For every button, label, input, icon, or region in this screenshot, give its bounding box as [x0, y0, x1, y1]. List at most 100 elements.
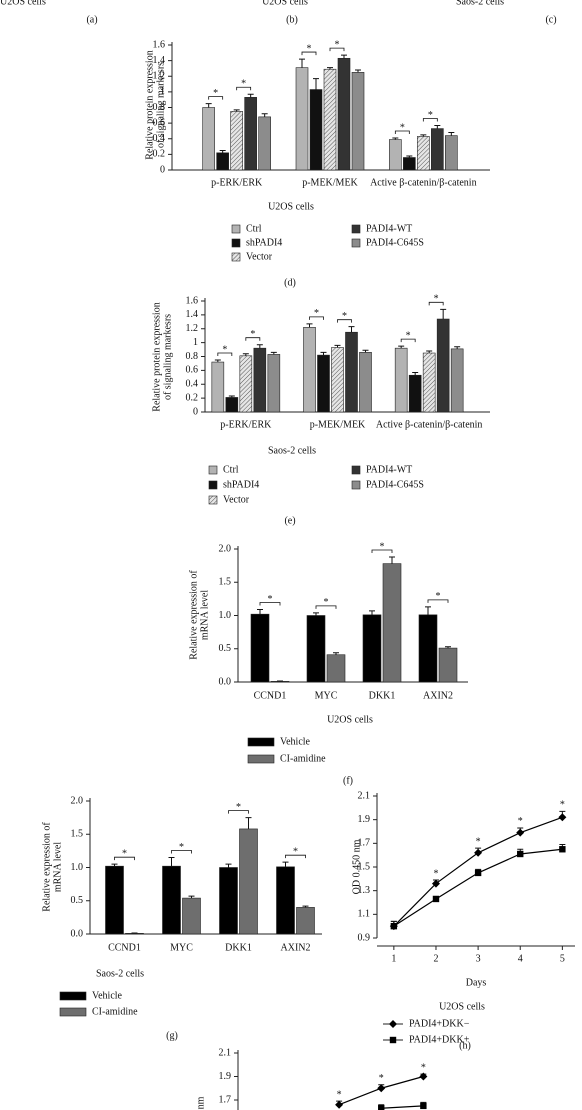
- bar: [445, 135, 458, 171]
- significance-label: *: [434, 294, 439, 305]
- significance-bracket: [228, 810, 249, 814]
- error-bar: [320, 351, 327, 356]
- legend-swatch: [208, 480, 218, 490]
- significance-bracket: [428, 301, 444, 306]
- significance-label: *: [241, 79, 246, 90]
- significance-label: *: [324, 597, 329, 608]
- y-tick-label: 0.2: [153, 149, 166, 160]
- significance-label: *: [421, 1062, 426, 1073]
- x-tick-label: 5: [560, 953, 565, 964]
- legend-swatch: [208, 495, 218, 505]
- error-bar: [111, 863, 118, 867]
- error-bar: [348, 326, 355, 333]
- point: [559, 846, 566, 853]
- bar: [216, 152, 229, 171]
- subtitle: U2OS cells: [439, 1001, 485, 1012]
- bar: [394, 347, 408, 413]
- x-tick-label: AXIN2: [281, 942, 311, 953]
- y-tick-label: 2.1: [219, 1047, 232, 1058]
- point: [558, 813, 567, 822]
- point: [432, 895, 440, 903]
- significance-label: *: [250, 329, 255, 340]
- subtitle: Saos-2 cells: [96, 968, 144, 979]
- point: [517, 850, 524, 858]
- legend-label: PADI4-C645S: [366, 479, 424, 490]
- y-tick-label: 0.5: [219, 643, 232, 654]
- error-bar: [188, 895, 195, 899]
- x-tick-label: p-ERK/ERK: [211, 177, 263, 188]
- bar: [431, 128, 444, 171]
- bar: [408, 374, 422, 413]
- legend-label: PADI4+DKK+: [409, 1034, 470, 1045]
- significance-label: *: [400, 122, 405, 133]
- legend-marker: [389, 1036, 397, 1044]
- significance-label: *: [380, 541, 385, 552]
- legend-label: PADI4-C645S: [366, 237, 424, 248]
- y-tick-label: 1.7: [219, 1094, 232, 1105]
- y-tick-label: 1.9: [219, 1071, 232, 1082]
- y-tick-label: 1.5: [358, 861, 371, 872]
- significance-bracket: [394, 130, 410, 134]
- error-bar: [242, 353, 249, 356]
- significance-bracket: [285, 854, 306, 859]
- point: [390, 922, 398, 930]
- bar: [219, 867, 238, 935]
- legend-label: Vehicle: [92, 990, 123, 1001]
- error-bar: [219, 149, 226, 153]
- error-bar: [369, 610, 375, 615]
- x-tick-label: MYC: [315, 690, 338, 701]
- bar: [211, 361, 225, 413]
- y-tick-label: 1.2: [186, 323, 199, 334]
- significance-bracket: [217, 352, 233, 356]
- bar: [359, 352, 372, 413]
- x-tick-label: Active β-catenin/β-catenin: [376, 419, 483, 430]
- legend-label: PADI4-WT: [366, 464, 412, 475]
- significance-bracket: [329, 47, 345, 52]
- error-bar: [420, 134, 427, 137]
- significance-bracket: [259, 602, 281, 606]
- significance-label: *: [293, 846, 298, 857]
- y-tick-label: 0.6: [153, 117, 166, 128]
- y-tick-label: 0.0: [71, 928, 84, 939]
- x-axis-label: Days: [466, 977, 487, 988]
- x-tick-label: p-ERK/ERK: [220, 419, 272, 430]
- bar: [389, 139, 402, 171]
- bar: [382, 563, 402, 683]
- error-bar: [389, 556, 395, 564]
- caption: (g): [166, 1030, 178, 1041]
- x-tick-label: DKK1: [225, 942, 252, 953]
- legend-swatch: [208, 465, 218, 475]
- significance-label: *: [436, 591, 441, 602]
- significance-label: *: [428, 110, 433, 121]
- bar: [417, 136, 430, 171]
- error-bar: [299, 58, 305, 68]
- bar: [202, 107, 215, 171]
- significance-label: *: [222, 344, 227, 355]
- x-tick-label: DKK1: [369, 690, 396, 701]
- caption: (d): [284, 277, 296, 288]
- y-tick-label: 1.0: [219, 610, 232, 621]
- y-axis-label: OD 0.450 nm: [195, 1096, 206, 1110]
- bar: [105, 865, 124, 935]
- error-bar: [225, 863, 232, 868]
- panel-label: U2OS cells: [0, 0, 46, 7]
- error-bar: [341, 54, 347, 59]
- bar: [422, 352, 436, 413]
- bar: [239, 828, 258, 935]
- y-tick-label: 1.4: [153, 55, 166, 66]
- error-bar: [245, 817, 252, 829]
- error-bar: [406, 155, 413, 158]
- y-tick-label: 1.6: [186, 295, 199, 306]
- panel-label: (c): [545, 14, 556, 25]
- y-tick-label: 2.0: [71, 795, 84, 806]
- point: [474, 869, 482, 877]
- point: [378, 1105, 385, 1110]
- error-bar: [261, 113, 268, 117]
- error-bar: [205, 103, 212, 108]
- error-bar: [313, 612, 319, 616]
- bar: [182, 897, 201, 935]
- significance-bracket: [309, 316, 324, 320]
- legend-swatch: [231, 252, 241, 262]
